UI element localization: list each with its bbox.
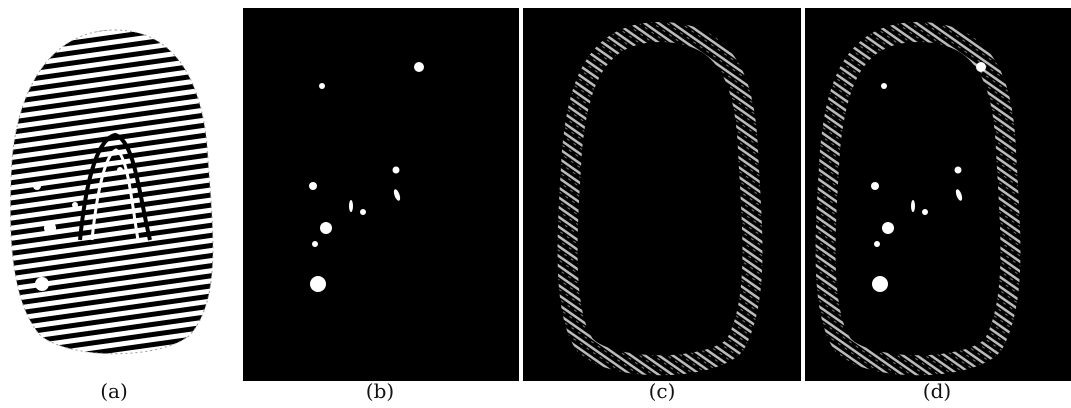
figure: (a) (b) (c) (d): [0, 0, 1071, 408]
combined-image: [805, 8, 1071, 381]
caption: (a): [100, 379, 128, 403]
blob-image: [243, 8, 519, 381]
fingerprint-image: [10, 30, 212, 354]
caption: (b): [366, 379, 394, 403]
caption: (c): [649, 379, 676, 403]
caption: (d): [923, 379, 951, 403]
ring-image: [523, 8, 801, 381]
